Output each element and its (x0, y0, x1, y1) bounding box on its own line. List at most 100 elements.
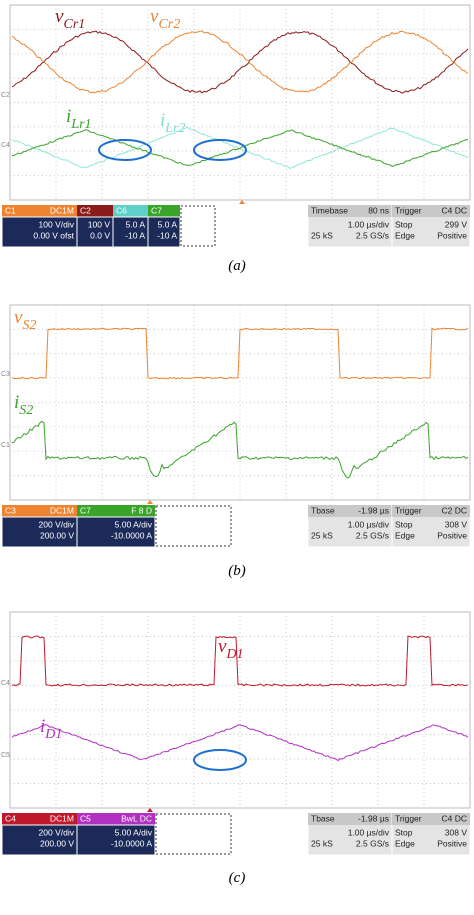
trigger-header (392, 205, 470, 217)
trigger-setting: 308 V (445, 519, 468, 529)
trigger-setting: Edge (395, 838, 415, 848)
channel-body (76, 516, 156, 548)
channel-setting: -10.0000 A (111, 530, 152, 540)
signal-label: vS2 (14, 307, 36, 333)
label-main: i (66, 106, 71, 127)
channel-name: C3 (5, 505, 16, 515)
channel-setting: 5.00 A/div (115, 519, 153, 529)
trigger-tag: C4 DC (441, 813, 467, 823)
timebase-setting: 25 kS (311, 230, 333, 240)
trigger-setting: Stop (395, 219, 413, 229)
channel-marker: C4 (1, 680, 10, 687)
empty-slot (155, 813, 232, 855)
trigger-setting: Stop (395, 519, 413, 529)
channel-body (147, 216, 181, 248)
channel-tag: DC1M (50, 813, 74, 823)
channel-header (2, 813, 77, 825)
label-main: v (150, 6, 159, 27)
signal-label: vD1 (218, 636, 244, 662)
timebase-setting: 1.00 µs/div (348, 219, 390, 229)
label-sub: Cr2 (158, 17, 180, 32)
channel-body (76, 216, 114, 248)
channel-name: C7 (151, 205, 162, 215)
channel-tag: F 8 D (131, 505, 152, 515)
timebase-setting: 25 kS (311, 530, 333, 540)
trigger-setting: 299 V (445, 219, 468, 229)
label-sub: S2 (22, 318, 36, 333)
trigger-tag: C2 DC (441, 505, 467, 515)
channel-body (1, 216, 78, 248)
channel-setting: 200 V/div (39, 827, 75, 837)
channel-tag: DC1M (50, 505, 74, 515)
channel-setting: 200 V/div (39, 519, 75, 529)
timebase-value: -1.98 µs (358, 505, 389, 515)
empty-slot (180, 205, 216, 247)
channel-setting: 100 V/div (39, 219, 75, 229)
waveform (11, 30, 469, 94)
signal-label: iD1 (40, 716, 62, 742)
trigger-label: Trigger (395, 205, 422, 215)
label-sub: S2 (19, 403, 33, 418)
timebase-setting: 2.5 GS/s (356, 230, 389, 240)
timebase-value: 80 ns (368, 205, 389, 215)
trigger-tag: C4 DC (441, 205, 467, 215)
timebase-setting: 2.5 GS/s (356, 838, 389, 848)
channel-setting: 5.0 A (158, 219, 178, 229)
channel-tag: BwL DC (121, 813, 152, 823)
timebase-label: Timebase (311, 205, 348, 215)
trigger-label: Trigger (395, 813, 422, 823)
trigger-arrow (147, 500, 153, 504)
channel-setting: 100 V (88, 219, 111, 229)
caption: (a) (228, 258, 246, 274)
channel-marker: C1 (1, 442, 10, 449)
label-main: v (55, 6, 64, 27)
channel-setting: 200.00 V (40, 838, 74, 848)
highlight-ellipse (193, 749, 247, 771)
empty-slot (155, 505, 232, 547)
channel-header (113, 205, 148, 217)
channel-header (2, 205, 77, 217)
channel-header (2, 505, 77, 517)
caption: (c) (229, 870, 246, 886)
label-sub: Lr1 (70, 117, 91, 132)
channel-name: C4 (5, 813, 16, 823)
timebase-header (308, 205, 392, 217)
label-main: i (14, 392, 19, 413)
channel-setting: -10 A (125, 230, 145, 240)
signal-label: iLr2 (160, 110, 186, 136)
highlight-ellipse (98, 139, 152, 161)
trigger-setting: Edge (395, 530, 415, 540)
trigger-setting: Edge (395, 230, 415, 240)
screen (9, 4, 471, 201)
waveform (11, 129, 469, 167)
channel-setting: 5.00 A/div (115, 827, 153, 837)
label-sub: Lr2 (164, 121, 185, 136)
scope-panel: vD1 iD1 C4 C5 (1, 611, 471, 809)
channel-marker: C2 (1, 92, 10, 99)
channel-marker: C3 (1, 371, 10, 378)
trigger-setting: Positive (437, 530, 467, 540)
signal-label: vCr1 (55, 6, 85, 32)
channel-header (77, 505, 155, 517)
signal-label: iS2 (14, 392, 33, 418)
caption: (b) (228, 563, 246, 579)
trigger-arrow (147, 808, 153, 812)
signal-label: iLr1 (66, 106, 92, 132)
timebase-setting: 1.00 µs/div (348, 519, 390, 529)
channel-tag: DC1M (50, 205, 74, 215)
trigger-header (392, 505, 470, 517)
channel-name: C2 (80, 205, 91, 215)
label-main: i (40, 716, 45, 737)
label-main: v (218, 636, 227, 657)
channel-header (148, 205, 180, 217)
channel-marker: C5 (1, 752, 10, 759)
timebase-label: Tbase (311, 505, 335, 515)
trigger-arrow (239, 200, 245, 204)
trigger-setting: Positive (437, 230, 467, 240)
trigger-setting: Stop (395, 827, 413, 837)
